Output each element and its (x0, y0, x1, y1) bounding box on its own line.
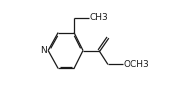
Text: N: N (41, 46, 47, 55)
Text: OCH3: OCH3 (123, 60, 149, 69)
Text: CH3: CH3 (89, 13, 108, 22)
